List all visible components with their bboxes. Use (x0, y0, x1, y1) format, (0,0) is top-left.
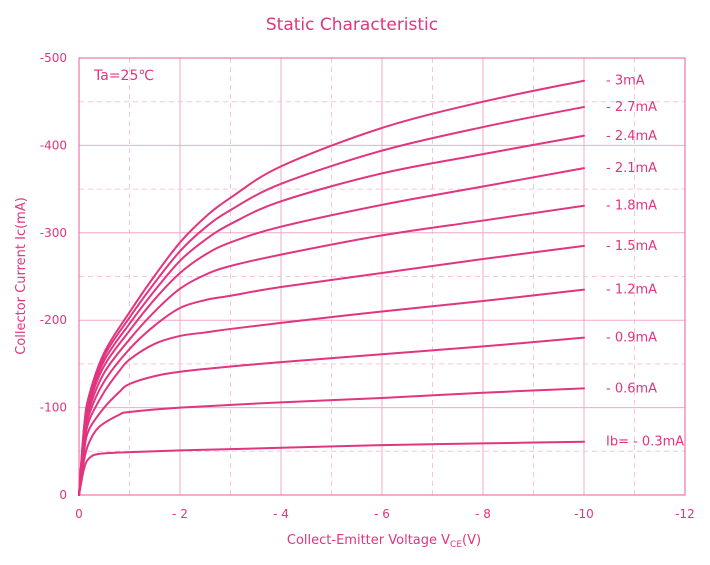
series-labels: Ib= - 0.3mA - 0.6mA - 0.9mA - 1.2mA - 1.5mA -… (606, 74, 684, 450)
series-line-5 (78, 244, 585, 496)
chart-title: Static Characteristic (266, 15, 438, 35)
series-label-10: - 3mA (606, 74, 645, 89)
grid (79, 58, 685, 495)
series-label-1: Ib= - 0.3mA (606, 435, 684, 450)
series-curves (78, 79, 585, 496)
series-line-4 (78, 288, 585, 496)
x-tick-label: -10 (574, 507, 594, 521)
x-axis-label: Collect-Emitter Voltage VCE(V) (287, 533, 481, 550)
y-tick-label: -100 (40, 401, 67, 415)
series-line-8 (78, 134, 585, 496)
x-tick-label: - 4 (273, 507, 289, 521)
x-axis-label-subscript: CE (450, 540, 462, 550)
series-line-3 (78, 336, 585, 496)
y-axis-ticks: 0 -100 -200 -300 -400 -500 (40, 51, 67, 502)
x-axis-ticks: 0 - 2 - 4 - 6 - 8 -10 -12 (75, 507, 695, 521)
series-line-6 (78, 204, 585, 496)
x-tick-label: - 6 (374, 507, 390, 521)
series-label-8: - 2.4mA (606, 129, 657, 144)
series-line-1 (78, 440, 585, 496)
series-label-3: - 0.9mA (606, 331, 657, 346)
y-tick-label: -200 (40, 313, 67, 327)
x-tick-label: 0 (75, 507, 83, 521)
series-label-7: - 2.1mA (606, 161, 657, 176)
y-tick-label: -400 (40, 138, 67, 152)
series-label-9: - 2.7mA (606, 100, 657, 115)
x-axis-label-unit: (V) (462, 533, 481, 548)
plot-frame (78, 57, 686, 496)
series-label-2: - 0.6mA (606, 381, 657, 396)
x-axis-label-main: Collect-Emitter Voltage V (287, 533, 450, 548)
y-tick-label: 0 (59, 488, 67, 502)
series-line-2 (78, 387, 585, 496)
series-label-4: - 1.2mA (606, 283, 657, 298)
x-tick-label: - 8 (475, 507, 491, 521)
x-tick-label: -12 (675, 507, 695, 521)
series-label-5: - 1.5mA (606, 239, 657, 254)
series-line-10 (78, 79, 585, 496)
series-label-6: - 1.8mA (606, 199, 657, 214)
y-tick-label: -300 (40, 226, 67, 240)
y-tick-label: -500 (40, 51, 67, 65)
temperature-annotation: Ta=25℃ (93, 68, 154, 84)
y-axis-label: Collector Current Ic(mA) (14, 197, 29, 355)
x-tick-label: - 2 (172, 507, 188, 521)
